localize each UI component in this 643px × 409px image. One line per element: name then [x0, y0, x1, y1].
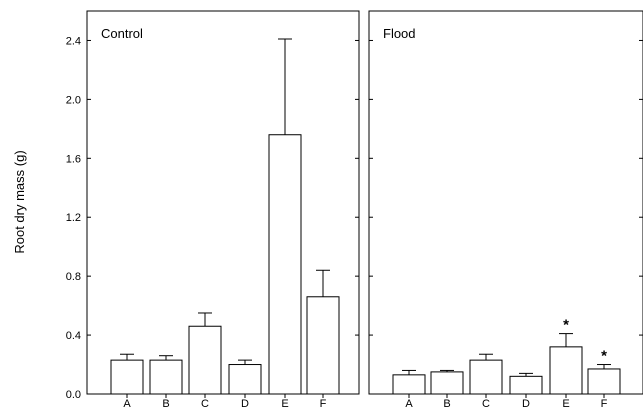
x-tick-label: E	[562, 398, 569, 409]
x-labels-flood: A B C D E F	[405, 394, 608, 409]
x-labels-control: A B C D E F	[123, 394, 327, 409]
bars-control	[110, 38, 340, 395]
bar-flood-E	[549, 346, 583, 395]
bar-control-E	[268, 134, 302, 395]
y-tick-label: 0.0	[66, 389, 81, 401]
y-ticks-flood	[369, 39, 643, 395]
bar-control-C	[188, 325, 222, 395]
bars-flood: **	[392, 317, 621, 395]
x-tick-label: C	[482, 398, 490, 409]
bar-flood-B	[430, 371, 464, 395]
bar-control-F	[306, 296, 340, 395]
panel-frame-flood	[368, 10, 643, 395]
bar-flood-A	[392, 374, 426, 395]
y-axis-label: Root dry mass (g)	[12, 150, 27, 253]
y-tick-label: 1.2	[66, 212, 81, 224]
y-tick-label: 0.8	[66, 271, 81, 283]
x-tick-label: E	[281, 398, 288, 409]
significance-marker: *	[563, 317, 569, 334]
significance-marker: *	[601, 348, 607, 365]
x-tick-label: C	[201, 398, 209, 409]
bar-flood-F	[587, 368, 621, 395]
x-tick-label: D	[522, 398, 530, 409]
bar-flood-C	[469, 359, 503, 395]
x-tick-label: B	[162, 398, 169, 409]
bar-control-B	[149, 359, 183, 395]
panel-title-flood: Flood	[383, 26, 416, 41]
y-tick-label: 2.0	[66, 94, 81, 106]
x-tick-label: D	[241, 398, 249, 409]
x-tick-label: A	[123, 398, 131, 409]
y-tick-label: 0.4	[66, 330, 81, 342]
x-tick-label: F	[601, 398, 608, 409]
bar-control-D	[228, 364, 262, 395]
y-tick-label: 2.4	[66, 35, 81, 47]
y-ticks-control: 0.0 0.4 0.8 1.2 1.6 2.0 2.4	[66, 35, 359, 401]
panel-control: Control 0.0 0.4 0.8 1.2 1.6 2.0 2.4 A B C D E F	[66, 10, 360, 409]
x-tick-label: B	[443, 398, 450, 409]
bar-control-A	[110, 359, 144, 395]
panel-frame-control	[86, 10, 360, 395]
bar-flood-D	[509, 375, 543, 395]
x-tick-label: A	[405, 398, 413, 409]
y-tick-label: 1.6	[66, 153, 81, 165]
panel-title-control: Control	[101, 26, 143, 41]
x-tick-label: F	[320, 398, 327, 409]
